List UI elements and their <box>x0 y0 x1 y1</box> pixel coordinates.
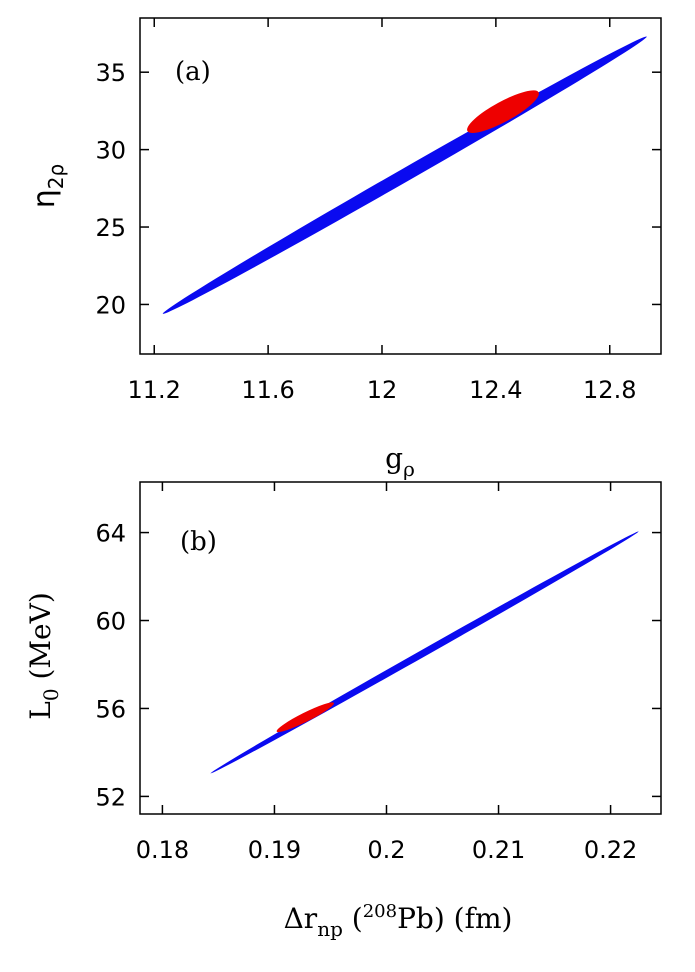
x-axis-label-a: gρ <box>385 442 415 481</box>
panel-a: 11.2 11.6 12 12.4 12.8 20 25 30 35 (a) gρ η2ρ <box>27 17 662 481</box>
region-b-red <box>276 702 334 733</box>
x-tick-label-b: 0.22 <box>584 836 637 864</box>
x-tick-label-b: 0.21 <box>472 836 525 864</box>
plot-frame-b <box>139 481 662 815</box>
region-b-blue <box>210 531 639 774</box>
y-tick-label-b: 56 <box>95 695 126 723</box>
y-axis-label-a: η2ρ <box>27 164 68 208</box>
y-tick-label-a: 20 <box>95 291 126 319</box>
y-tick-label-b: 60 <box>95 608 126 636</box>
x-tick-label-a: 12.4 <box>469 376 522 404</box>
ticks-a: 11.2 11.6 12 12.4 12.8 20 25 30 35 <box>95 18 661 404</box>
x-tick-label-b: 0.19 <box>248 836 301 864</box>
region-a-blue <box>162 36 647 314</box>
plot-frame-a <box>139 17 662 355</box>
region-a-red <box>467 90 539 133</box>
ticks-b: 0.18 0.19 0.2 0.21 0.22 52 56 60 64 <box>95 482 661 864</box>
y-tick-label-b: 64 <box>95 520 126 548</box>
panel-label-b: (b) <box>180 527 217 557</box>
y-tick-label-a: 25 <box>95 214 126 242</box>
y-tick-label-b: 52 <box>95 783 126 811</box>
x-tick-label-a: 11.6 <box>241 376 294 404</box>
x-tick-label-b: 0.18 <box>136 836 189 864</box>
x-tick-label-b: 0.2 <box>367 836 405 864</box>
panel-b: 0.18 0.19 0.2 0.21 0.22 52 56 60 64 (b) Δrnp (20… <box>24 481 662 941</box>
x-tick-label-a: 12 <box>367 376 398 404</box>
x-tick-label-a: 11.2 <box>128 376 181 404</box>
panel-label-a: (a) <box>175 57 211 87</box>
regions-a <box>162 36 647 314</box>
x-axis-label-b: Δrnp (208Pb) (fm) <box>284 901 513 941</box>
y-axis-label-b: L0 (MeV) <box>24 592 63 720</box>
y-tick-label-a: 35 <box>95 59 126 87</box>
x-tick-label-a: 12.8 <box>583 376 636 404</box>
y-tick-label-a: 30 <box>95 137 126 165</box>
regions-b <box>210 531 639 774</box>
